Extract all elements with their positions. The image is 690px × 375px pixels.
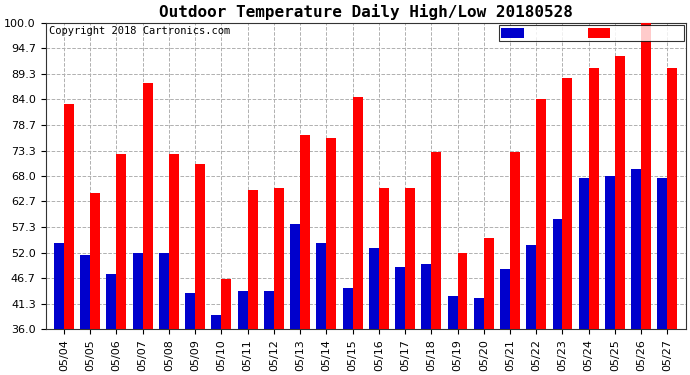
Bar	[237, 291, 248, 329]
Bar	[80, 255, 90, 329]
Bar	[589, 68, 599, 329]
Bar	[562, 78, 573, 329]
Bar	[369, 248, 379, 329]
Bar	[195, 164, 205, 329]
Bar	[342, 288, 353, 329]
Bar	[264, 291, 274, 329]
Bar	[353, 97, 362, 329]
Bar	[615, 56, 625, 329]
Bar	[316, 243, 326, 329]
Bar	[248, 190, 257, 329]
Bar	[132, 252, 143, 329]
Bar	[500, 269, 510, 329]
Bar	[579, 178, 589, 329]
Bar	[405, 188, 415, 329]
Bar	[274, 188, 284, 329]
Bar	[300, 135, 310, 329]
Bar	[431, 152, 441, 329]
Bar	[484, 238, 494, 329]
Bar	[526, 245, 536, 329]
Bar	[536, 99, 546, 329]
Bar	[159, 252, 169, 329]
Text: Copyright 2018 Cartronics.com: Copyright 2018 Cartronics.com	[49, 26, 230, 36]
Legend: Low  (°F), High  (°F): Low (°F), High (°F)	[499, 25, 684, 41]
Bar	[54, 243, 64, 329]
Bar	[64, 104, 74, 329]
Bar	[448, 296, 457, 329]
Bar	[326, 138, 336, 329]
Bar	[169, 154, 179, 329]
Title: Outdoor Temperature Daily High/Low 20180528: Outdoor Temperature Daily High/Low 20180…	[159, 4, 573, 20]
Bar	[143, 82, 152, 329]
Bar	[117, 154, 126, 329]
Bar	[667, 68, 678, 329]
Bar	[631, 169, 641, 329]
Bar	[658, 178, 667, 329]
Bar	[474, 298, 484, 329]
Bar	[90, 193, 100, 329]
Bar	[290, 224, 300, 329]
Bar	[641, 23, 651, 329]
Bar	[395, 267, 405, 329]
Bar	[106, 274, 117, 329]
Bar	[510, 152, 520, 329]
Bar	[457, 252, 468, 329]
Bar	[379, 188, 388, 329]
Bar	[221, 279, 231, 329]
Bar	[422, 264, 431, 329]
Bar	[553, 219, 562, 329]
Bar	[211, 315, 221, 329]
Bar	[605, 176, 615, 329]
Bar	[185, 293, 195, 329]
